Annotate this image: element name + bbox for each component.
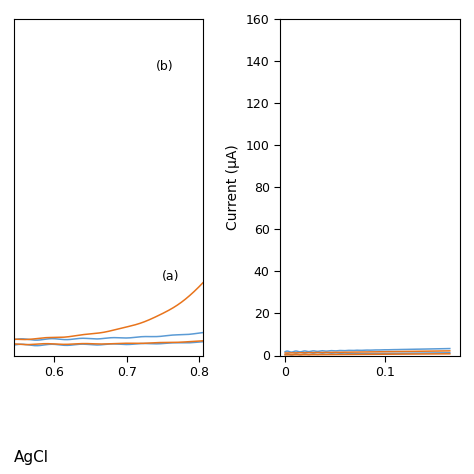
Y-axis label: Current (μA): Current (μA): [226, 145, 240, 230]
Text: (b): (b): [155, 60, 173, 73]
Text: AgCl: AgCl: [14, 450, 49, 465]
Text: (a): (a): [162, 270, 179, 283]
